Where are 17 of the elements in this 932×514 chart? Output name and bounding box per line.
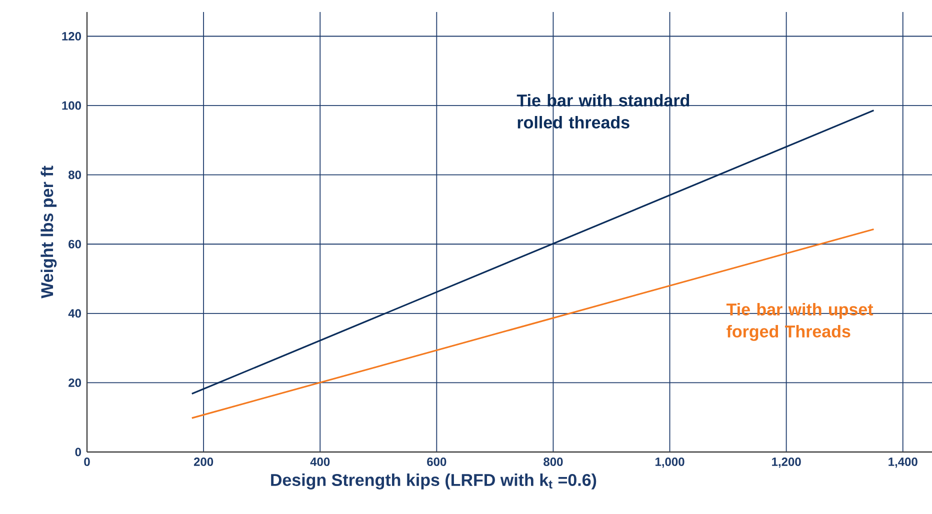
x-tick-label: 600 xyxy=(427,458,446,466)
x-tick-label: 800 xyxy=(544,458,563,466)
x-tick-label: 1,200 xyxy=(772,458,801,468)
y-tick-label: 40 xyxy=(68,309,81,318)
x-axis-title: Design Strength kips (LRFD with k$_{t}$ =0.6) xyxy=(271,474,596,490)
x-tick-label: 200 xyxy=(194,458,214,466)
y-tick-label: 60 xyxy=(68,240,81,248)
y-tick-label: 100 xyxy=(62,101,81,110)
y-tick-label: 80 xyxy=(68,170,81,180)
y-tick-label: 120 xyxy=(62,32,81,41)
x-tick-label: 400 xyxy=(310,458,330,466)
y-tick-label: 20 xyxy=(68,378,81,387)
x-tick-label: 1,400 xyxy=(888,458,918,468)
x-tick-label: 0 xyxy=(84,458,90,466)
y-axis-title: Weight lbs per ft xyxy=(40,166,57,298)
x-tick-label: 1,000 xyxy=(656,458,684,468)
y-tick-label: 0 xyxy=(75,448,81,456)
